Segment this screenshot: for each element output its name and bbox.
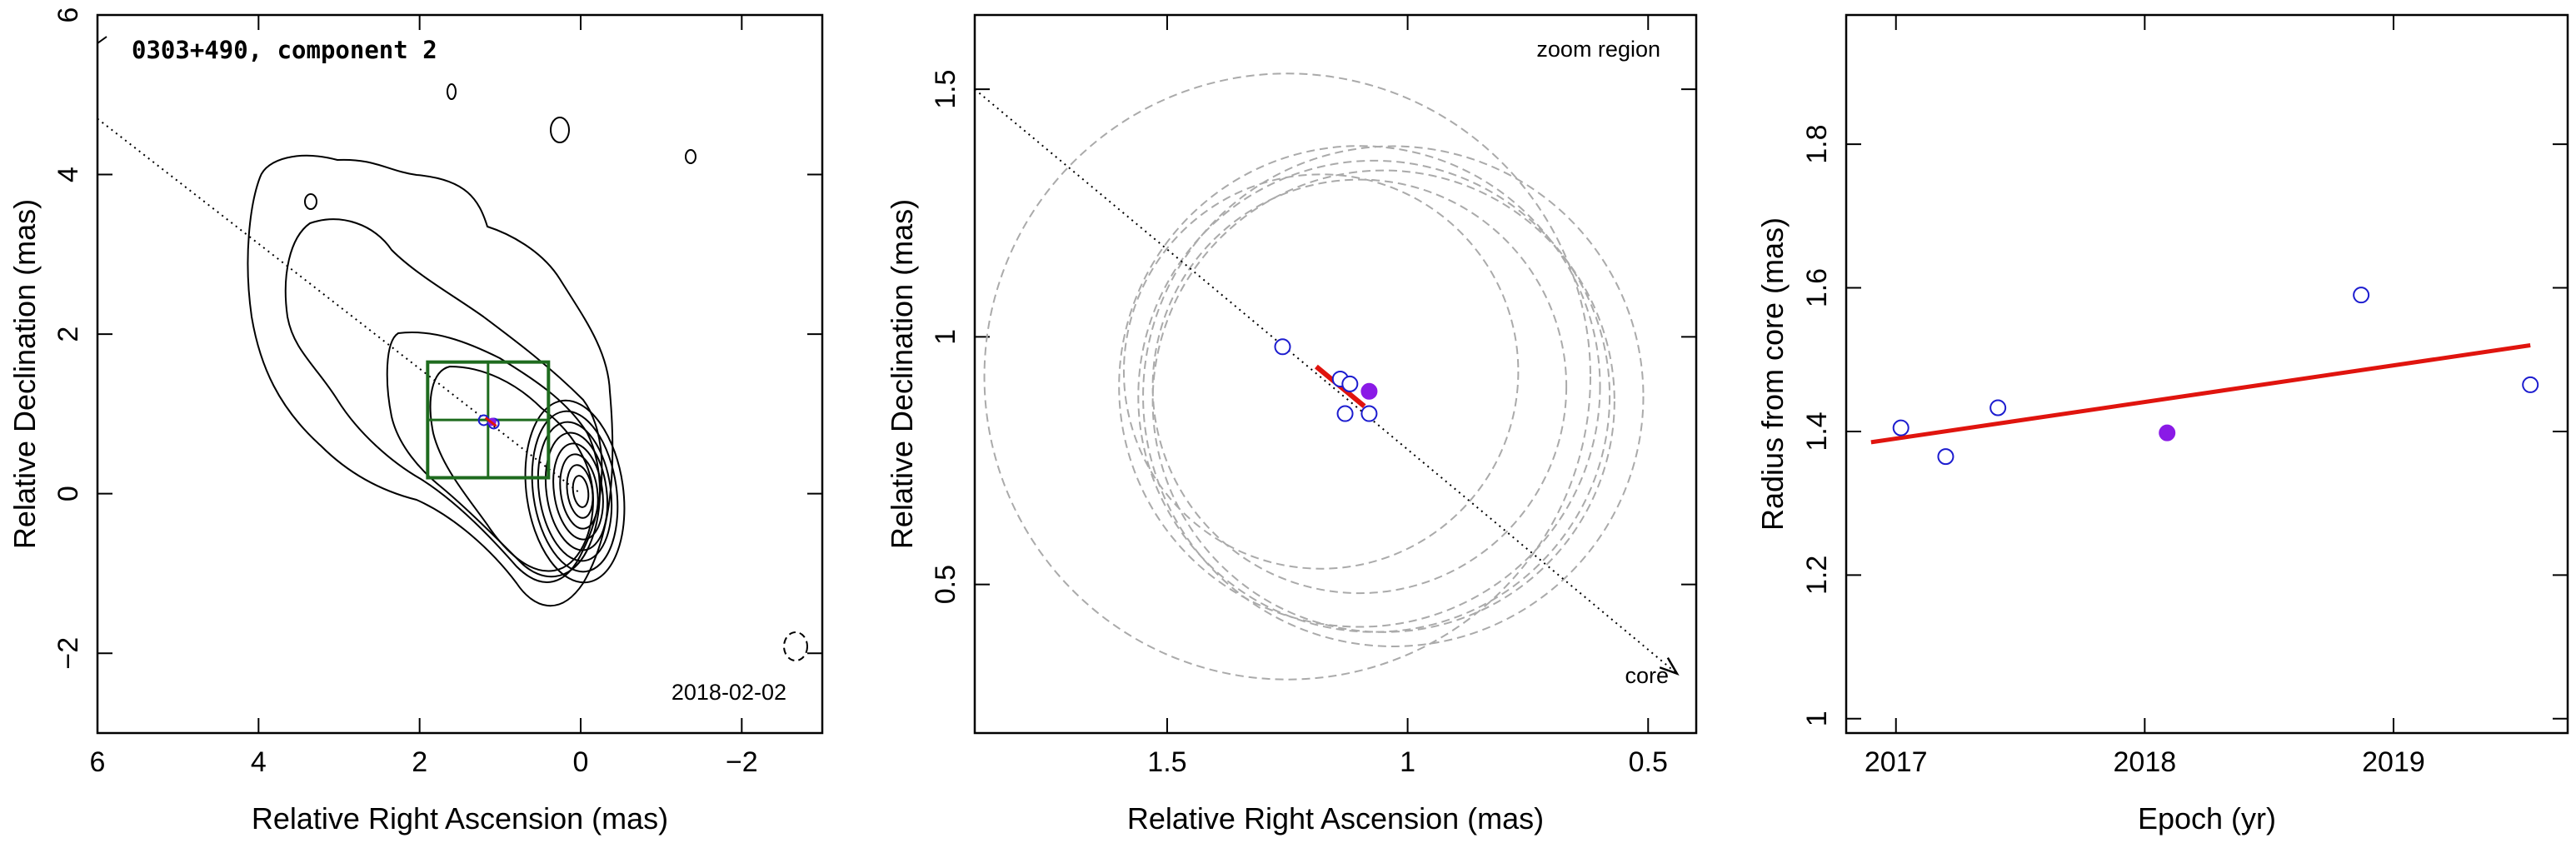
y-tick-label: 1 (1801, 711, 1833, 726)
x-axis-label: Epoch (yr) (2138, 801, 2276, 836)
contour-island-2 (447, 83, 457, 100)
uncertainty-circle (1142, 145, 1645, 647)
y-tick-label: 0.5 (930, 565, 961, 604)
uncertainty-circle (983, 72, 1591, 681)
data-point (2353, 287, 2370, 304)
zoom-region-label: zoom region (1536, 37, 1660, 62)
data-point (1892, 419, 1910, 436)
direction-arrowhead (1659, 657, 1680, 676)
y-tick-label: 1.8 (1801, 125, 1833, 164)
plot-frame (1845, 13, 2569, 735)
contour-negative (783, 631, 808, 661)
uncertainty-circle (1137, 159, 1611, 633)
data-point-filled (2159, 424, 2176, 441)
panel-radius-vs-epoch: 2017 2018 2019 1 1.2 1.4 1.6 1.8 Epoch (yr) Rad… (1755, 13, 2569, 836)
x-tick-label: 1.5 (1147, 746, 1186, 778)
tick-marks: 1.5 1 0.5 0.5 1 1.5 (930, 15, 1696, 778)
uncertainty-circle (1118, 145, 1601, 628)
contour-island-4 (685, 149, 696, 164)
plot-marks (1870, 287, 2539, 466)
x-axis-label: Relative Right Ascension (mas) (252, 801, 668, 836)
y-tick-label: 1.2 (1801, 556, 1833, 595)
y-tick-label: 1.6 (1801, 268, 1833, 307)
x-tick-label: 0 (573, 746, 589, 778)
data-point (1937, 448, 1954, 466)
contour-lines (97, 36, 808, 661)
contour-core-1 (524, 399, 626, 584)
y-tick-label: 6 (52, 7, 84, 23)
direction-line (97, 117, 582, 495)
uncertainty-circle (1151, 169, 1615, 633)
panel-contour-map: 6 4 2 0 −2 −2 0 2 4 6 0303+490, component 2 2018-… (7, 7, 824, 836)
x-tick-label: 2017 (1865, 746, 1928, 778)
contour-core-2 (531, 410, 619, 573)
x-tick-label: −2 (726, 746, 758, 778)
x-tick-label: 1 (1400, 746, 1415, 778)
data-point (1360, 405, 1378, 422)
y-tick-label: 1.5 (930, 70, 961, 109)
contour-island-3 (304, 193, 317, 210)
y-axis-label: Radius from core (mas) (1755, 217, 1790, 531)
contour-core-6 (559, 453, 599, 530)
contour-core-3 (537, 421, 613, 562)
y-tick-label: 1 (930, 329, 961, 345)
x-tick-label: 2019 (2362, 746, 2425, 778)
x-tick-label: 2018 (2114, 746, 2177, 778)
y-axis-label: Relative Declination (mas) (885, 199, 919, 549)
panel-zoom-region: 1.5 1 0.5 0.5 1 1.5 zoom region core Relative… (885, 13, 1698, 836)
uncertainty-circle (1122, 173, 1520, 570)
plot-marks (975, 72, 1680, 681)
contour-edge-mark (97, 36, 107, 44)
contour-2 (284, 218, 603, 583)
contour-3 (386, 332, 601, 578)
y-axis-label: Relative Declination (mas) (7, 199, 42, 549)
map-epoch-label: 2018-02-02 (671, 680, 786, 705)
map-title: 0303+490, component 2 (132, 36, 437, 64)
y-tick-label: 0 (52, 486, 84, 501)
uncertainty-circle (1151, 178, 1568, 595)
contour-island-1 (550, 117, 570, 143)
core-label: core (1625, 663, 1669, 688)
y-tick-label: −2 (52, 637, 84, 670)
y-tick-label: 2 (52, 327, 84, 342)
contour-4 (429, 365, 595, 572)
data-point (1274, 338, 1291, 356)
plot-frame (973, 13, 1698, 735)
x-axis-label: Relative Right Ascension (mas) (1127, 801, 1544, 836)
plot-frame (96, 13, 824, 735)
contour-outer (247, 154, 614, 607)
tick-marks: 6 4 2 0 −2 −2 0 2 4 6 (52, 7, 822, 778)
x-tick-label: 4 (251, 746, 267, 778)
x-tick-label: 0.5 (1629, 746, 1668, 778)
contour-core-8 (572, 475, 590, 508)
contour-core-4 (545, 431, 608, 551)
data-point (1989, 399, 2007, 417)
data-point-filled (1360, 382, 1378, 400)
data-point (2522, 376, 2539, 393)
y-tick-label: 1.4 (1801, 412, 1833, 451)
direction-line (975, 88, 1678, 675)
overlay (97, 117, 582, 495)
contour-core-7 (566, 464, 594, 519)
contour-core-5 (552, 442, 604, 541)
data-point (1341, 375, 1359, 392)
x-tick-label: 2 (412, 746, 427, 778)
x-tick-label: 6 (90, 746, 106, 778)
data-point (1336, 405, 1354, 422)
y-tick-label: 4 (52, 167, 84, 182)
component-fit (484, 417, 497, 427)
tick-marks: 2017 2018 2019 1 1.2 1.4 1.6 1.8 (1801, 15, 2568, 778)
fit-line (1870, 343, 2531, 445)
